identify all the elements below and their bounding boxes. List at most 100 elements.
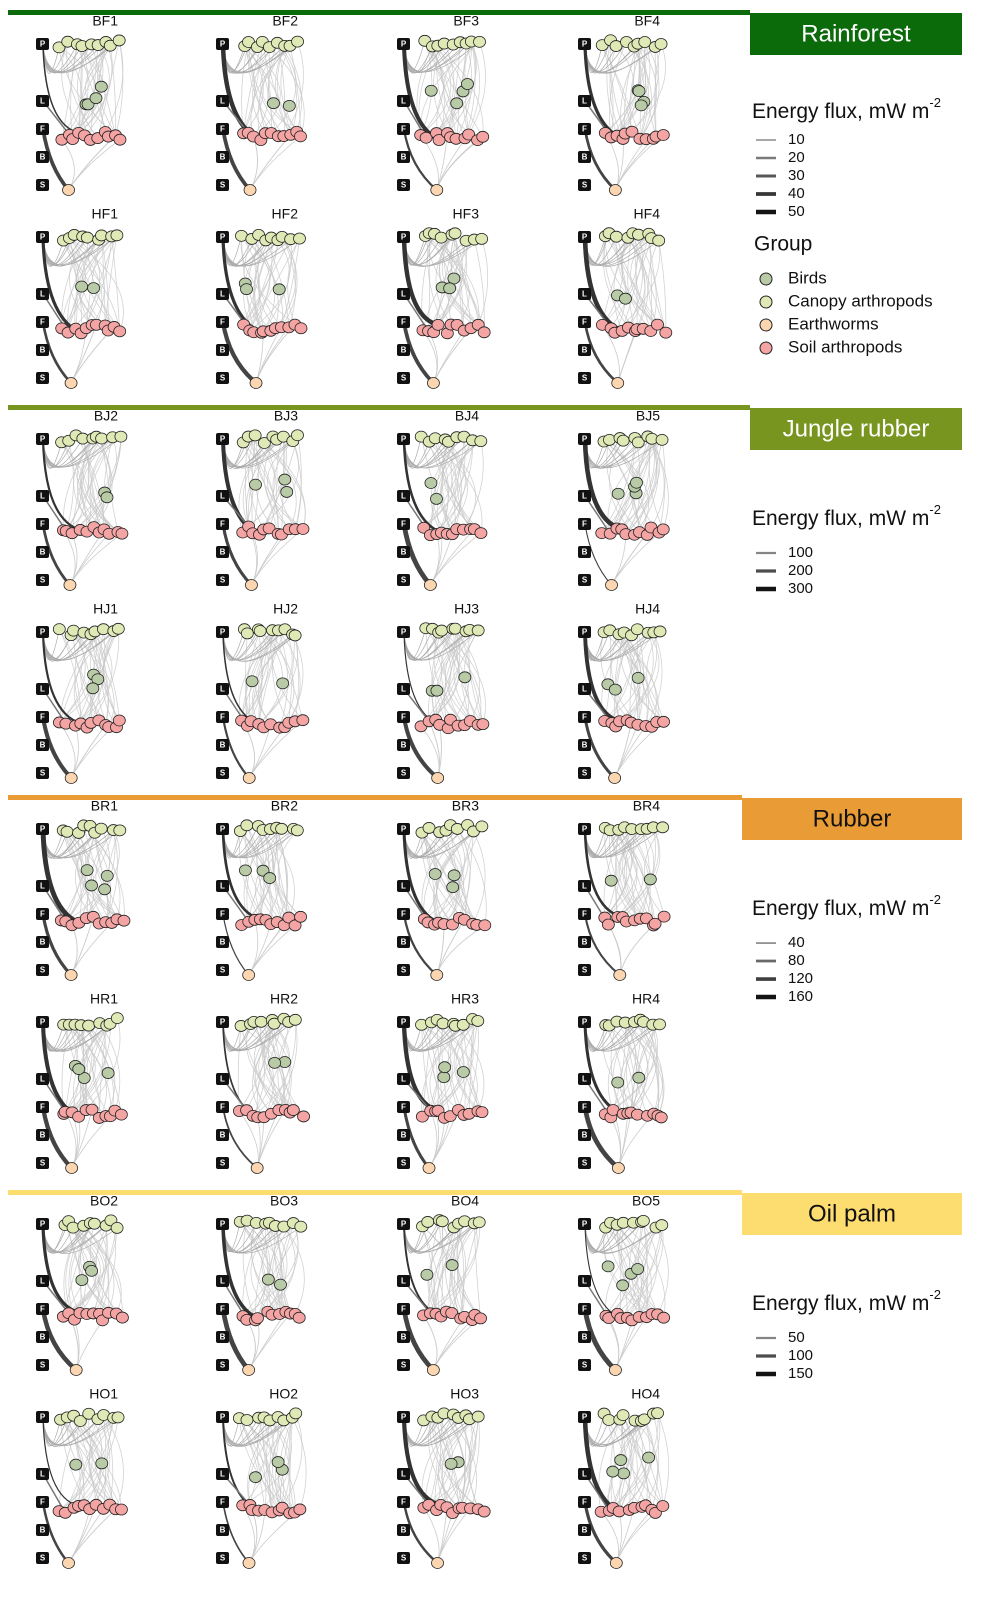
links (585, 40, 666, 190)
level-label: L (401, 1277, 406, 1286)
legend-label: 40 (788, 934, 805, 951)
level-label: S (40, 576, 46, 585)
level-label: P (401, 628, 407, 637)
panel-label: HO1 (89, 1386, 118, 1402)
section-title: Oil palm (808, 1200, 896, 1227)
links (43, 1220, 122, 1370)
links (223, 42, 304, 190)
level-label: B (40, 548, 46, 557)
node (63, 185, 75, 196)
node (113, 715, 125, 726)
level-label: P (220, 825, 226, 834)
level-label: S (401, 181, 407, 190)
node (70, 1365, 82, 1376)
node (87, 683, 99, 694)
node (475, 1313, 487, 1324)
node (276, 823, 288, 834)
node (657, 822, 669, 833)
node (656, 434, 668, 445)
node (73, 1064, 85, 1075)
node (290, 1408, 302, 1419)
links (223, 629, 303, 778)
node (111, 1013, 123, 1024)
level-label: B (582, 1526, 588, 1535)
level-label: B (220, 1131, 226, 1140)
node (114, 134, 126, 145)
link (69, 1509, 116, 1563)
panel-label: HR2 (270, 991, 298, 1007)
level-label: B (401, 1526, 407, 1535)
link (71, 925, 77, 975)
level-label: B (40, 1526, 46, 1535)
level-label: B (582, 741, 588, 750)
level-label: L (582, 685, 587, 694)
node (631, 624, 643, 635)
legend-label: 100 (788, 1347, 813, 1364)
level-label: F (40, 520, 45, 529)
level-label: B (401, 938, 407, 947)
node (254, 626, 266, 637)
panel-label: BJ5 (636, 408, 660, 424)
links (223, 1019, 304, 1168)
node (275, 1279, 287, 1290)
node (421, 1269, 433, 1280)
node (273, 284, 285, 295)
node (476, 821, 488, 832)
node (436, 625, 448, 636)
level-label: B (40, 741, 46, 750)
section-title: Jungle rubber (783, 415, 930, 442)
level-label: P (582, 435, 588, 444)
level-label: L (40, 492, 45, 501)
level-label: P (582, 233, 588, 242)
node (114, 825, 126, 836)
node (612, 378, 624, 389)
node (633, 86, 645, 97)
level-label: F (220, 713, 225, 722)
legend-title: Energy flux, mW m-2 (752, 1287, 941, 1314)
level-label: P (401, 825, 407, 834)
node (424, 580, 436, 591)
node (472, 625, 484, 636)
node (83, 1020, 95, 1031)
node (632, 1264, 644, 1275)
panel-label: HF3 (453, 206, 480, 222)
links (585, 827, 664, 975)
level-label: S (40, 769, 46, 778)
level-label: F (582, 125, 587, 134)
level-label: L (220, 882, 225, 891)
link (429, 1111, 437, 1168)
links (585, 233, 666, 383)
level-label: S (40, 1361, 46, 1370)
link (433, 1318, 480, 1370)
node (603, 434, 615, 445)
node (436, 1216, 448, 1227)
level-label: L (401, 1470, 406, 1479)
node (281, 486, 293, 497)
level-label: F (401, 318, 406, 327)
node (430, 493, 442, 504)
links (223, 235, 301, 383)
links (43, 629, 119, 778)
node (609, 773, 621, 784)
panel-label: HO2 (269, 1386, 298, 1402)
node (291, 825, 303, 836)
group-label: Canopy arthropods (788, 291, 933, 310)
link (620, 924, 655, 975)
node (473, 1217, 485, 1228)
links (43, 435, 122, 585)
node (602, 1261, 614, 1272)
node (68, 625, 80, 636)
level-label: L (401, 882, 406, 891)
level-label: F (220, 520, 225, 529)
node (655, 38, 667, 49)
node (96, 433, 108, 444)
panel-label: HR1 (90, 991, 118, 1007)
level-label: S (401, 966, 407, 975)
group-label: Earthworms (788, 314, 879, 333)
